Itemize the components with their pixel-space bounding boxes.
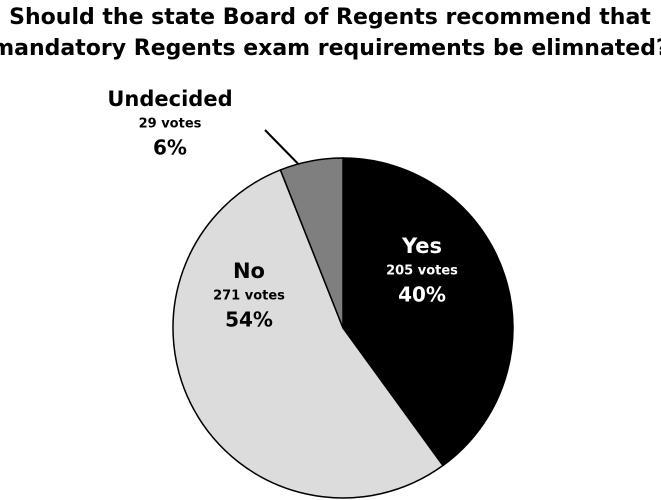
pie-slice [279, 157, 344, 329]
percent-label: 54% [225, 308, 273, 332]
slice-label: Yes [401, 234, 442, 258]
vote-label: 205 votes [386, 264, 458, 279]
vote-label: 271 votes [213, 289, 285, 304]
chart-title: mandatory Regents exam requirements be e… [0, 36, 661, 61]
slice-label: Undecided [107, 87, 232, 111]
percent-label: 40% [398, 283, 446, 307]
vote-label: 29 votes [139, 117, 202, 132]
percent-label: 6% [153, 136, 187, 160]
chart-title: Should the state Board of Regents recomm… [9, 5, 651, 30]
pie-slice [172, 168, 444, 499]
slice-label: No [233, 259, 265, 283]
pie-slice [342, 157, 514, 467]
